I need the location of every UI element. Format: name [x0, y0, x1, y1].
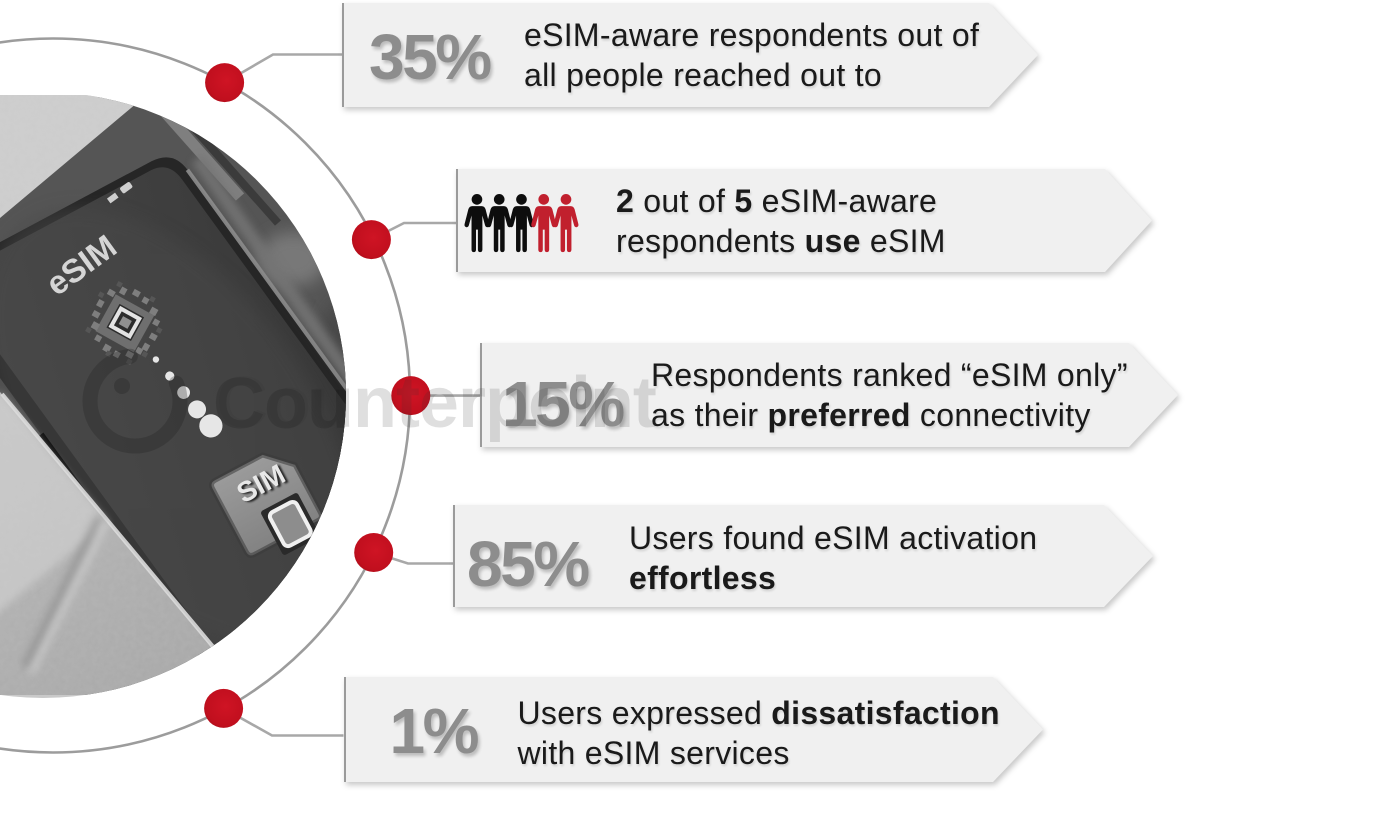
svg-text:Counterpoint: Counterpoint	[213, 364, 346, 444]
